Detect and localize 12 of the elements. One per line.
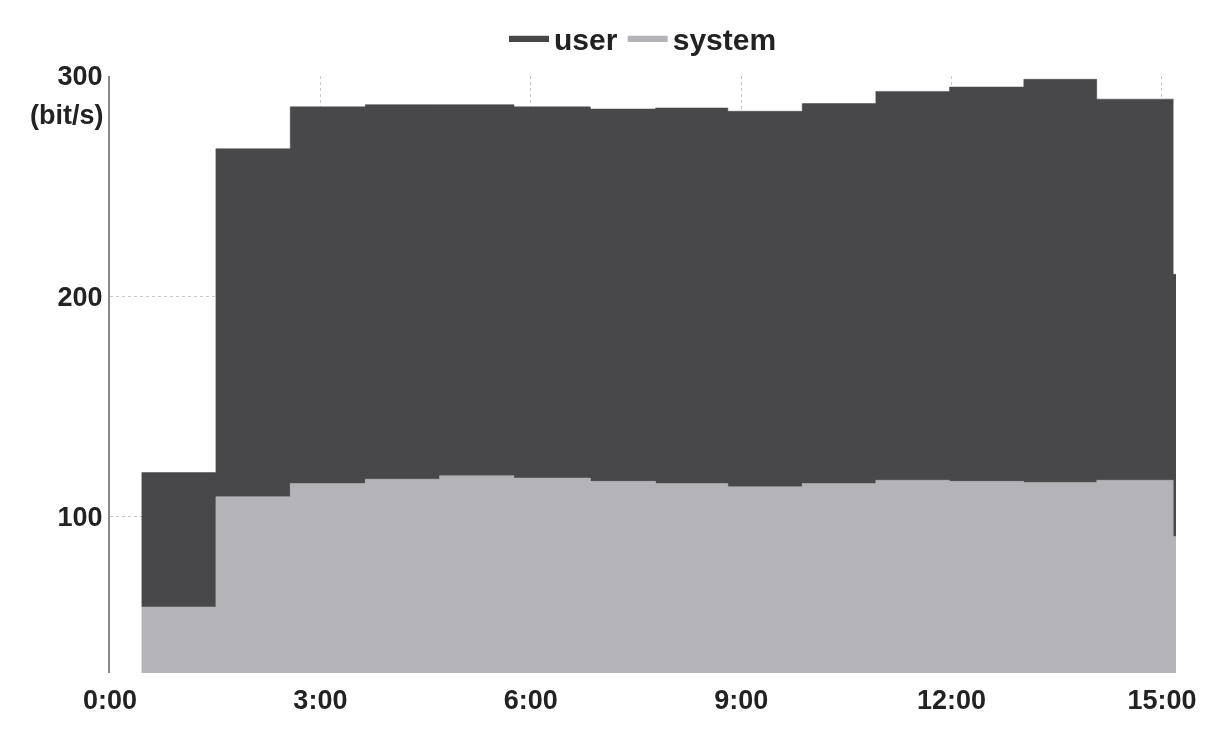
legend-label: user [554, 22, 618, 56]
x-tick-label: 3:00 [293, 685, 348, 715]
x-tick-label: 15:00 [1127, 685, 1197, 715]
y-tick-label: 300 [57, 61, 103, 92]
y-axis-title: (bit/s) [30, 100, 104, 130]
x-tick-label: 6:00 [503, 685, 558, 715]
x-tick-label: 0:00 [82, 685, 138, 715]
x-tick-label: 9:00 [714, 685, 769, 715]
y-tick-label: 200 [57, 281, 103, 312]
x-tick-label: 12:00 [917, 685, 987, 715]
legend-label: system [672, 22, 777, 56]
y-tick-label: 100 [57, 502, 103, 533]
